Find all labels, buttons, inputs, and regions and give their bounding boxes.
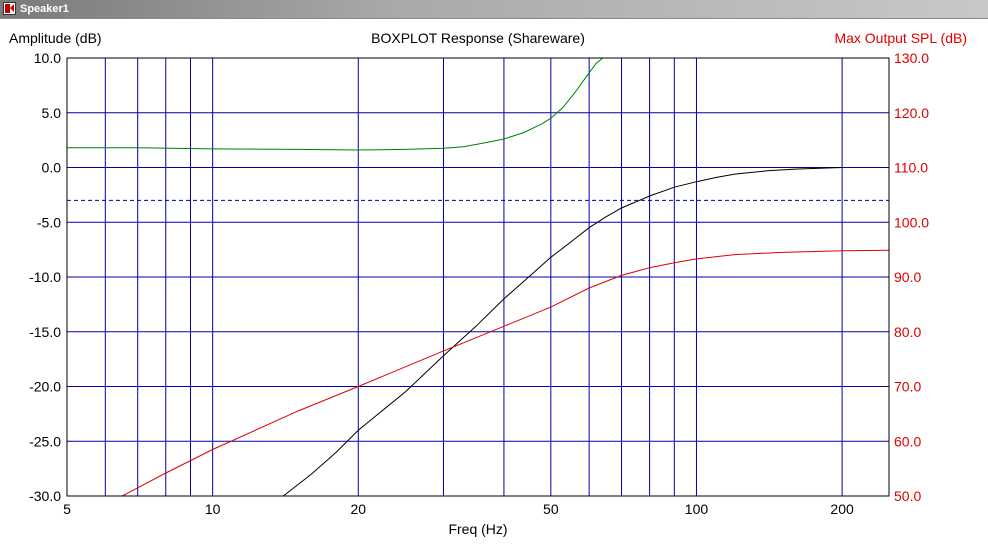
y-left-tick-label: -15.0 xyxy=(29,324,61,340)
window-title: Speaker1 xyxy=(20,3,69,15)
right-axis-title: Max Output SPL (dB) xyxy=(834,30,967,46)
series-line-2 xyxy=(67,57,889,151)
y-right-tick-label: 60.0 xyxy=(894,433,921,449)
y-right-tick-label: 90.0 xyxy=(894,269,921,285)
grid xyxy=(66,57,889,497)
x-tick-label: 5 xyxy=(63,501,71,517)
x-tick-label: 10 xyxy=(205,501,221,517)
y-left-tick-label: 10.0 xyxy=(34,50,61,66)
app-icon[interactable] xyxy=(3,2,16,15)
y-left-tick-label: -20.0 xyxy=(29,379,61,395)
x-tick-label: 200 xyxy=(830,501,854,517)
y-right-tick-label: 100.0 xyxy=(894,214,929,230)
y-left-tick-label: 0.0 xyxy=(42,160,62,176)
y-right-tick-label: 110.0 xyxy=(894,160,928,176)
response-chart: 10.0 5.0 0.0 -5.0 -10.0 -15.0 -20.0 -25.0 -30.0 1… xyxy=(9,30,967,537)
y-left-tick-label: -10.0 xyxy=(29,269,61,285)
chart-title: BOXPLOT Response (Shareware) xyxy=(371,30,585,46)
y-right-tick-label: 130.0 xyxy=(894,50,929,66)
y-left-tick-label: 5.0 xyxy=(42,105,62,121)
x-tick-label: 50 xyxy=(543,501,559,517)
y-left-tick-label: -25.0 xyxy=(29,433,61,449)
series-line-3 xyxy=(67,249,890,497)
curves xyxy=(67,57,890,497)
window-title-bar: Speaker1 xyxy=(0,0,988,19)
plot-frame xyxy=(66,57,890,497)
y-left-tick-label: -5.0 xyxy=(37,214,61,230)
y-right-tick-label: 70.0 xyxy=(894,379,921,395)
y-right-tick-label: 120.0 xyxy=(894,105,929,121)
y-left-tick-label: -30.0 xyxy=(29,488,61,504)
left-axis-title: Amplitude (dB) xyxy=(9,30,102,46)
series-line-1 xyxy=(282,167,843,497)
x-tick-label: 100 xyxy=(685,501,709,517)
y-right-tick-label: 80.0 xyxy=(894,324,921,340)
x-tick-label: 20 xyxy=(351,501,367,517)
tick-labels: 10.0 5.0 0.0 -5.0 -10.0 -15.0 -20.0 -25.0 -30.0 1… xyxy=(29,50,929,517)
x-axis-title: Freq (Hz) xyxy=(448,521,507,537)
y-right-tick-label: 50.0 xyxy=(894,488,921,504)
